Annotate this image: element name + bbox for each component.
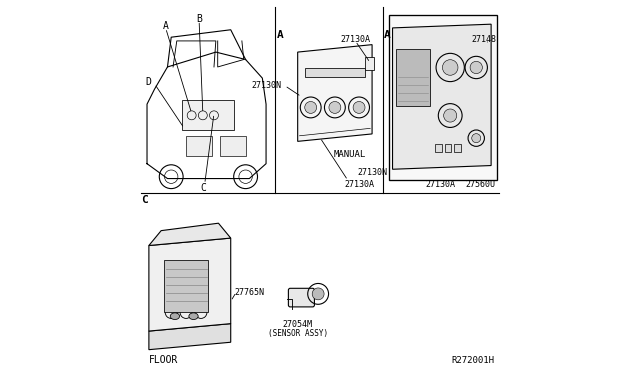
- Bar: [389, 15, 497, 180]
- Ellipse shape: [170, 313, 180, 320]
- Bar: [445, 144, 451, 152]
- Polygon shape: [149, 238, 231, 331]
- Circle shape: [305, 102, 317, 113]
- Bar: [454, 144, 461, 152]
- Bar: [164, 260, 209, 312]
- Text: D: D: [145, 77, 151, 87]
- Circle shape: [312, 288, 324, 300]
- Bar: [365, 57, 374, 70]
- Circle shape: [353, 102, 365, 113]
- Text: 27054M: 27054M: [283, 320, 313, 329]
- Bar: [305, 68, 365, 77]
- Text: 27130A: 27130A: [344, 180, 374, 189]
- Polygon shape: [298, 45, 372, 141]
- Text: A: A: [384, 31, 391, 40]
- Text: 27130N: 27130N: [357, 169, 387, 177]
- Text: 27130N: 27130N: [251, 81, 281, 90]
- Polygon shape: [149, 324, 231, 350]
- Circle shape: [444, 109, 457, 122]
- Text: 27560U: 27560U: [465, 180, 495, 189]
- Text: FLOOR: FLOOR: [149, 355, 179, 365]
- Ellipse shape: [189, 313, 198, 320]
- Text: 27765N: 27765N: [234, 288, 264, 296]
- Polygon shape: [149, 223, 231, 246]
- Bar: [396, 49, 429, 106]
- Bar: [220, 136, 246, 156]
- Bar: [182, 100, 234, 130]
- FancyBboxPatch shape: [289, 288, 314, 307]
- Circle shape: [470, 61, 483, 74]
- Bar: [186, 136, 212, 156]
- Bar: [435, 144, 442, 152]
- Text: 27130A: 27130A: [340, 35, 370, 44]
- Text: MANUAL: MANUAL: [333, 150, 366, 159]
- Text: C: C: [141, 195, 148, 205]
- Text: A: A: [163, 21, 168, 31]
- Polygon shape: [392, 24, 491, 169]
- Text: 27130A: 27130A: [426, 180, 456, 189]
- Circle shape: [329, 102, 341, 113]
- Circle shape: [472, 134, 481, 143]
- Text: 27148: 27148: [472, 35, 497, 44]
- Text: B: B: [196, 14, 202, 23]
- Text: (SENSOR ASSY): (SENSOR ASSY): [268, 329, 328, 338]
- Text: R272001H: R272001H: [452, 356, 495, 365]
- Circle shape: [442, 60, 458, 75]
- Text: A: A: [277, 31, 284, 40]
- Text: C: C: [200, 183, 205, 193]
